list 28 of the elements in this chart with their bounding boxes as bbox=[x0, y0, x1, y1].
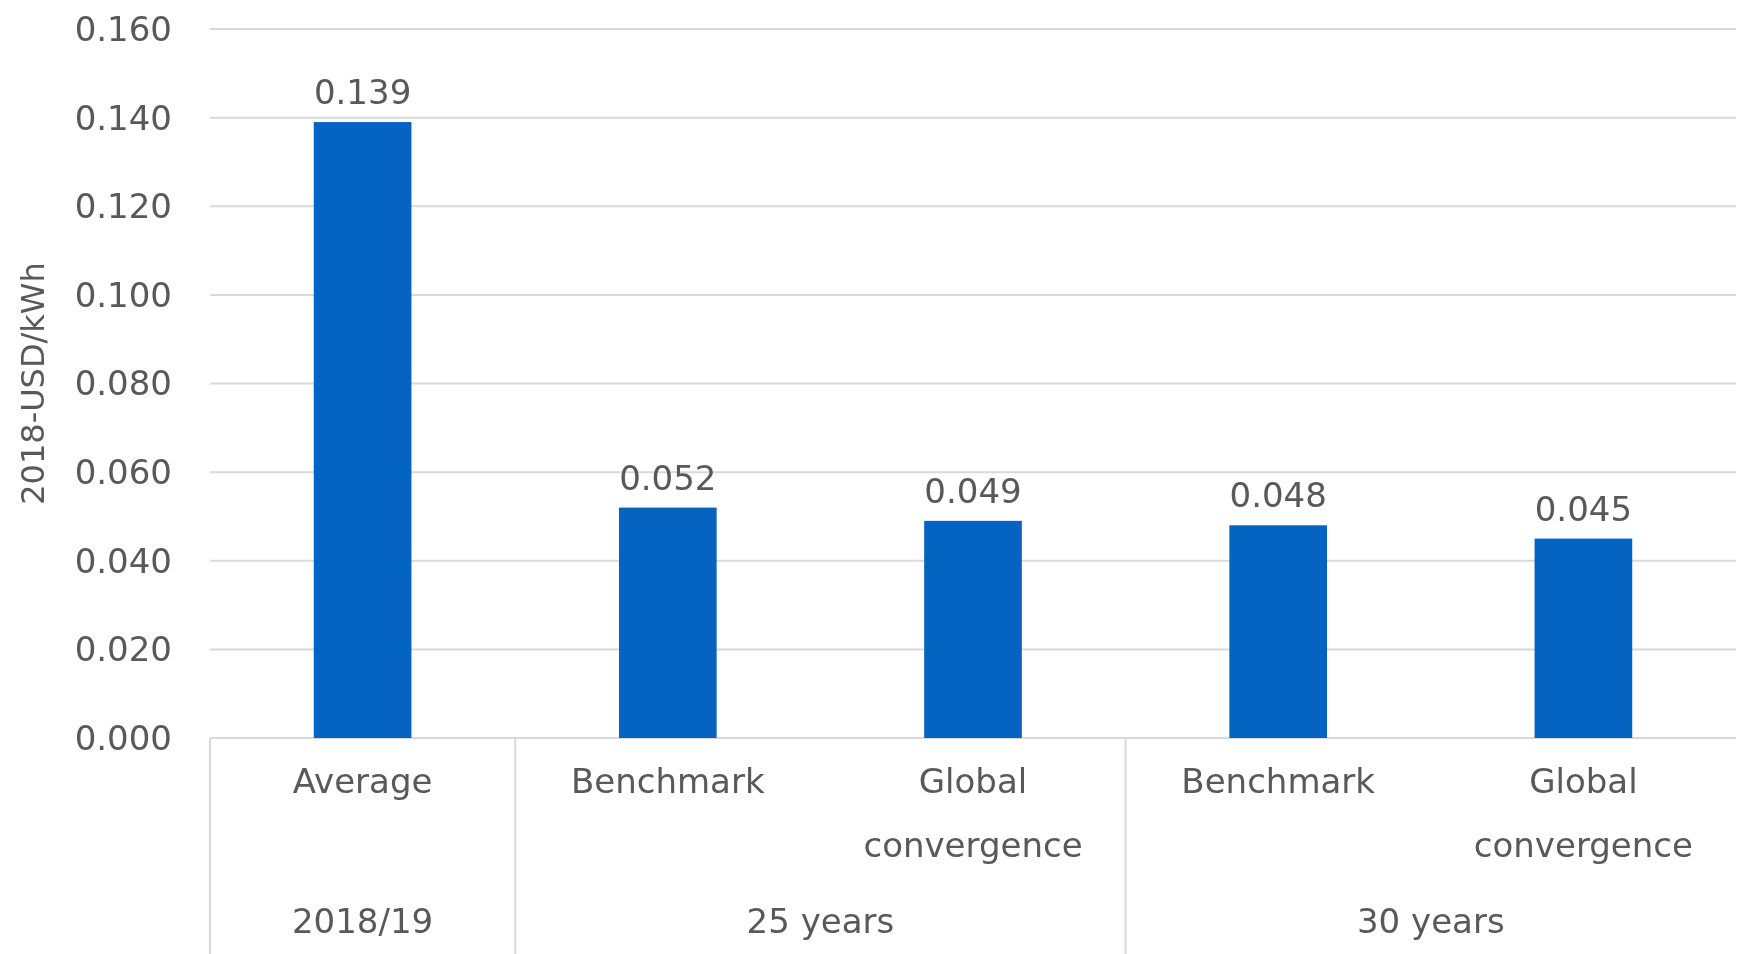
x-tick-label: Benchmark bbox=[1181, 761, 1376, 801]
bar bbox=[924, 520, 1022, 738]
y-tick-label: 0.140 bbox=[74, 97, 172, 138]
data-label: 0.052 bbox=[619, 457, 717, 498]
x-tick-label: Global convergence bbox=[1473, 761, 1693, 865]
data-label: 0.049 bbox=[924, 470, 1022, 511]
y-axis-title: 2018-USD/kWh bbox=[14, 262, 52, 505]
data-label: 0.045 bbox=[1534, 488, 1633, 529]
y-tick-label: 0.040 bbox=[74, 540, 172, 581]
data-label: 0.048 bbox=[1229, 475, 1327, 516]
y-tick-label: 0.080 bbox=[74, 363, 172, 404]
text: 25 years bbox=[746, 901, 895, 941]
bar bbox=[1534, 538, 1633, 738]
x-tick-label: Benchmark bbox=[570, 761, 765, 801]
y-tick-label: 0.100 bbox=[74, 274, 172, 315]
bar bbox=[618, 507, 717, 738]
bar bbox=[313, 122, 412, 738]
bar bbox=[1229, 525, 1328, 738]
data-label: 0.139 bbox=[313, 72, 412, 113]
text: 30 years bbox=[1356, 901, 1505, 941]
x-tick-label: Average bbox=[292, 761, 433, 801]
y-tick-label: 0.160 bbox=[74, 8, 172, 49]
x-tick-label: Global convergence bbox=[863, 761, 1083, 865]
text: 2018/19 bbox=[291, 901, 434, 941]
y-tick-label: 0.060 bbox=[74, 452, 172, 493]
y-tick-label: 0.020 bbox=[74, 629, 172, 670]
y-tick-label: 0.120 bbox=[74, 186, 172, 227]
y-tick-label: 0.000 bbox=[74, 717, 172, 758]
